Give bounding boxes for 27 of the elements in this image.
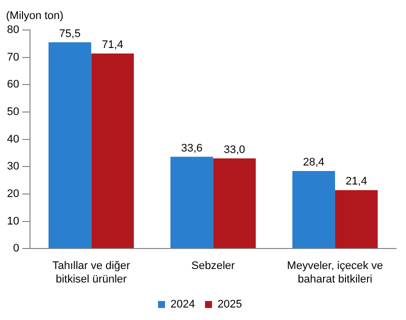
data-label: 75,5 xyxy=(59,28,81,40)
bar xyxy=(170,156,214,248)
bar xyxy=(213,158,256,248)
y-tick-label: 60 xyxy=(6,78,20,91)
bar xyxy=(292,170,336,248)
x-tick-label: Tahıllar ve diğer bitkisel ürünler xyxy=(52,260,130,286)
data-label: 33,0 xyxy=(224,144,246,156)
legend-label: 2025 xyxy=(218,298,242,311)
data-label: 28,4 xyxy=(302,156,324,169)
x-tick-label: Sebzeler xyxy=(191,260,236,272)
data-label: 71,4 xyxy=(102,39,124,52)
y-tick-label: 10 xyxy=(6,215,20,228)
bar xyxy=(91,54,134,248)
data-label: 21,4 xyxy=(346,176,368,188)
bar xyxy=(48,42,92,248)
y-tick-label: 40 xyxy=(6,133,20,146)
y-tick-label: 20 xyxy=(6,188,20,200)
y-tick-label: 30 xyxy=(6,160,20,173)
bar xyxy=(335,190,378,248)
data-label: 33,6 xyxy=(181,142,202,154)
y-tick-label: 80 xyxy=(6,24,20,36)
y-tick-label: 70 xyxy=(6,51,20,64)
y-axis-title: (Milyon ton) xyxy=(6,10,64,22)
y-tick-label: 0 xyxy=(13,242,20,255)
legend-label: 2024 xyxy=(170,298,196,311)
y-tick-label: 50 xyxy=(6,106,20,118)
x-tick-label: Meyveler, içecek ve baharat bitkileri xyxy=(287,260,384,286)
